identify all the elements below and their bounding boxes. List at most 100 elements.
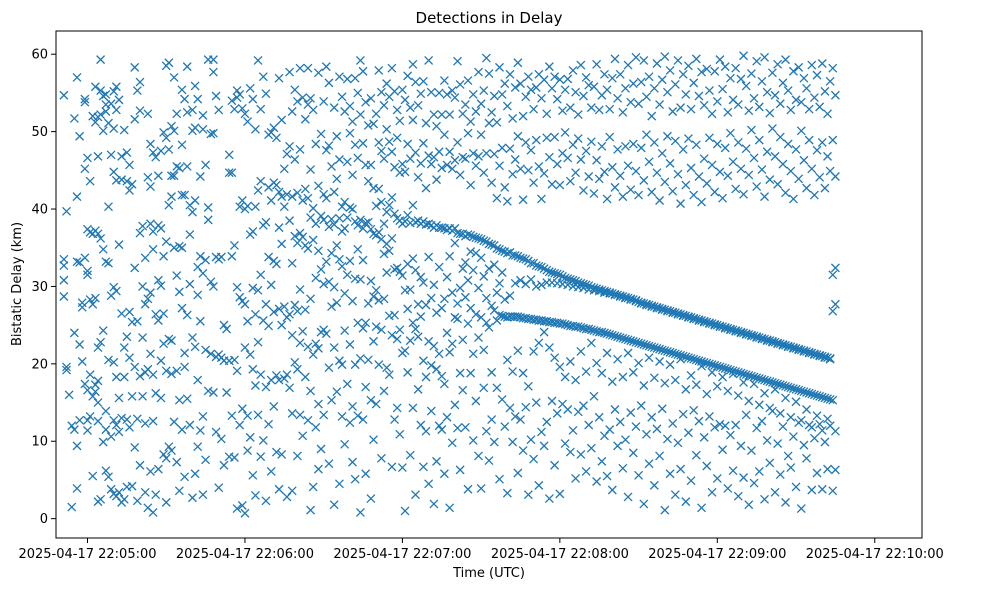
data-point <box>355 215 365 225</box>
data-point <box>673 350 683 360</box>
data-point <box>799 440 809 450</box>
data-point <box>285 383 295 393</box>
data-point <box>809 190 819 200</box>
data-point <box>353 244 363 254</box>
data-point <box>313 399 323 409</box>
data-point <box>290 155 300 164</box>
data-point <box>274 223 284 233</box>
data-point <box>348 204 357 214</box>
data-point <box>495 310 504 320</box>
data-point <box>285 309 295 319</box>
data-point <box>715 55 725 65</box>
data-point <box>602 194 612 204</box>
data-point <box>114 427 124 437</box>
data-point <box>502 196 512 206</box>
data-point <box>148 507 158 517</box>
data-point <box>799 155 809 165</box>
data-point <box>631 337 641 347</box>
data-point <box>809 390 819 400</box>
data-point <box>479 236 489 246</box>
data-point <box>190 196 200 205</box>
data-point <box>707 487 717 497</box>
data-point <box>85 412 95 421</box>
data-point <box>256 270 266 280</box>
data-point <box>497 311 507 321</box>
data-point <box>437 425 447 435</box>
data-point <box>119 343 129 353</box>
data-point <box>287 486 297 496</box>
data-point <box>243 316 253 326</box>
data-point <box>542 133 552 143</box>
data-point <box>830 426 840 436</box>
data-point <box>321 62 331 72</box>
data-point <box>355 507 365 517</box>
data-point <box>712 320 722 330</box>
data-point <box>261 299 271 309</box>
data-point <box>458 385 468 395</box>
data-point <box>172 161 182 171</box>
data-point <box>641 130 651 140</box>
data-point <box>636 143 646 153</box>
data-point <box>390 209 399 219</box>
data-point <box>256 452 266 462</box>
data-point <box>673 55 683 65</box>
data-point <box>791 384 801 394</box>
data-point <box>628 295 638 305</box>
data-point <box>523 490 533 500</box>
data-point <box>400 167 410 177</box>
data-point <box>413 299 423 309</box>
data-point <box>534 261 544 271</box>
data-point <box>345 203 355 212</box>
data-point <box>481 53 491 63</box>
data-point <box>361 469 371 479</box>
data-point <box>605 425 615 435</box>
data-point <box>521 92 531 102</box>
data-point <box>90 82 100 92</box>
data-point <box>214 105 224 115</box>
data-point <box>521 254 531 264</box>
data-point <box>172 109 182 119</box>
data-point <box>201 345 211 355</box>
data-point <box>597 368 607 378</box>
data-point <box>208 281 218 291</box>
data-point <box>702 358 712 368</box>
data-point <box>185 279 195 289</box>
data-point <box>581 367 591 377</box>
data-point <box>741 81 751 91</box>
data-point <box>707 360 717 370</box>
y-tick-label: 40 <box>31 203 48 218</box>
data-point <box>392 403 402 413</box>
data-point <box>453 314 462 324</box>
data-point <box>153 464 163 474</box>
data-point <box>786 105 796 115</box>
data-point <box>571 375 581 385</box>
data-point <box>749 153 759 163</box>
data-point <box>258 72 268 82</box>
data-point <box>733 491 743 501</box>
data-point <box>555 362 565 372</box>
data-point <box>523 165 533 175</box>
data-point <box>374 227 384 237</box>
data-point <box>248 283 258 293</box>
data-point <box>109 86 119 96</box>
data-point <box>683 353 693 363</box>
data-point <box>442 412 452 422</box>
data-point <box>739 369 749 379</box>
data-point <box>563 153 573 163</box>
data-point <box>332 298 342 308</box>
data-point <box>274 73 284 83</box>
data-point <box>450 155 460 165</box>
data-point <box>516 415 525 425</box>
data-point <box>167 121 176 131</box>
data-point <box>723 484 733 493</box>
data-point <box>324 459 334 469</box>
data-point <box>707 319 717 329</box>
data-point <box>563 405 573 414</box>
data-point <box>537 262 546 272</box>
data-point <box>434 349 444 359</box>
data-point <box>526 435 536 445</box>
data-point <box>282 189 292 199</box>
data-point <box>266 466 276 476</box>
data-point <box>492 288 502 298</box>
data-point <box>516 253 525 263</box>
